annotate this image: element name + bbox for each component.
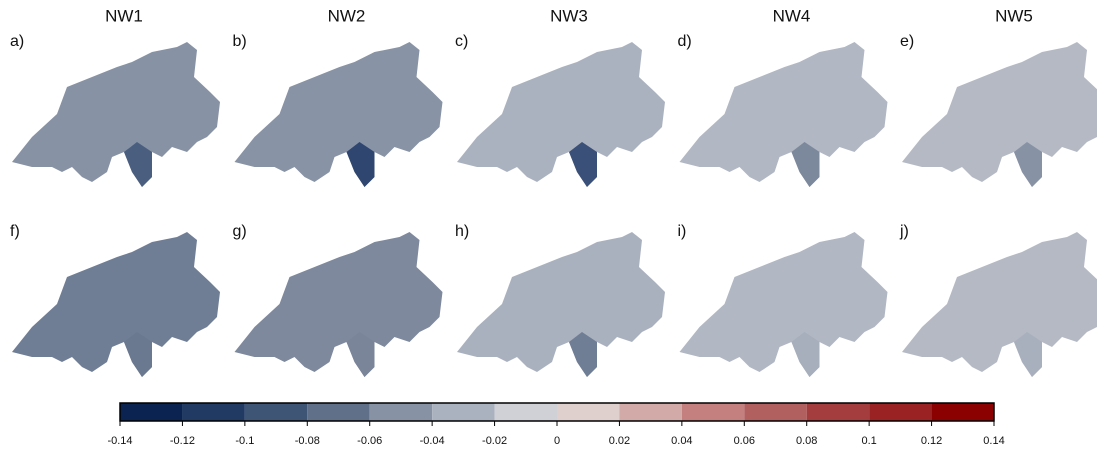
map-outline bbox=[457, 42, 665, 187]
map bbox=[457, 42, 665, 187]
map-region bbox=[1014, 142, 1042, 187]
colorbar-bin bbox=[744, 403, 807, 421]
colorbar-bin bbox=[182, 403, 245, 421]
map-outline bbox=[902, 42, 1097, 187]
map bbox=[679, 232, 888, 377]
colorbar-tick-label: 0.04 bbox=[671, 435, 692, 447]
colorbar-bin bbox=[619, 403, 682, 421]
column-title: NW3 bbox=[550, 6, 588, 25]
panel-label: a) bbox=[10, 33, 24, 50]
panel-label: h) bbox=[455, 223, 469, 240]
colorbar-bin bbox=[120, 403, 183, 421]
colorbar-tick-label: 0.12 bbox=[921, 435, 942, 447]
panel-label: j) bbox=[899, 223, 909, 240]
column-title: NW1 bbox=[105, 6, 143, 25]
map bbox=[457, 232, 665, 377]
map-region bbox=[346, 142, 375, 187]
map-region bbox=[124, 332, 152, 377]
map-region bbox=[124, 142, 152, 187]
colorbar-bin bbox=[681, 403, 745, 421]
colorbar-bin bbox=[369, 403, 433, 421]
panel-label: i) bbox=[678, 223, 687, 240]
column-title: NW2 bbox=[328, 6, 366, 25]
map bbox=[12, 42, 220, 187]
map bbox=[234, 42, 443, 187]
colorbar-tick-label: -0.12 bbox=[170, 435, 195, 447]
colorbar-bin bbox=[557, 403, 620, 421]
colorbar-tick-label: 0.1 bbox=[861, 435, 876, 447]
map bbox=[902, 42, 1097, 187]
map-outline bbox=[902, 232, 1097, 377]
panel-label: e) bbox=[900, 33, 914, 50]
colorbar-bin bbox=[307, 403, 370, 421]
panel-label: g) bbox=[233, 223, 247, 240]
colorbar-tick-label: -0.04 bbox=[420, 435, 445, 447]
colorbar-bin bbox=[931, 403, 994, 421]
colorbar-bin bbox=[432, 403, 495, 421]
column-title: NW4 bbox=[773, 6, 811, 25]
map-outline bbox=[679, 232, 888, 377]
colorbar-tick-label: 0.02 bbox=[609, 435, 630, 447]
colorbar-tick-label: 0 bbox=[554, 435, 560, 447]
panel-label: f) bbox=[10, 223, 20, 240]
map-region bbox=[346, 332, 375, 377]
colorbar-tick-label: -0.08 bbox=[295, 435, 320, 447]
map bbox=[234, 232, 443, 377]
map-region bbox=[791, 332, 820, 377]
colorbar-tick-label: 0.14 bbox=[983, 435, 1004, 447]
colorbar-tick-label: -0.02 bbox=[482, 435, 507, 447]
map-outline bbox=[457, 232, 665, 377]
panel-label: b) bbox=[233, 33, 247, 50]
map-outline bbox=[12, 42, 220, 187]
panel-label: c) bbox=[455, 33, 468, 50]
colorbar-bin bbox=[806, 403, 870, 421]
column-title: NW5 bbox=[995, 6, 1033, 25]
colorbar-tick-label: 0.08 bbox=[796, 435, 817, 447]
colorbar-tick-label: 0.06 bbox=[734, 435, 755, 447]
map-region bbox=[791, 142, 820, 187]
map bbox=[902, 232, 1097, 377]
colorbar-bin bbox=[869, 403, 932, 421]
map bbox=[12, 232, 220, 377]
colorbar-tick-label: -0.06 bbox=[357, 435, 382, 447]
map bbox=[679, 42, 888, 187]
map-region bbox=[1014, 332, 1042, 377]
colorbar-tick-label: -0.14 bbox=[107, 435, 132, 447]
colorbar-bin bbox=[494, 403, 557, 421]
colorbar-bin bbox=[244, 403, 308, 421]
panel-label: d) bbox=[678, 33, 692, 50]
map-region bbox=[569, 142, 597, 187]
colorbar-tick-label: -0.1 bbox=[235, 435, 254, 447]
map-region bbox=[569, 332, 597, 377]
map-outline bbox=[679, 42, 888, 187]
map-outline bbox=[234, 232, 443, 377]
map-outline bbox=[12, 232, 220, 377]
map-outline bbox=[234, 42, 443, 187]
